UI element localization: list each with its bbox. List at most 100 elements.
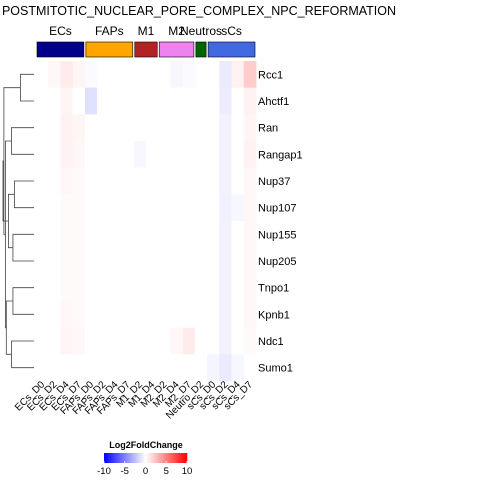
heatmap-cell: [48, 247, 61, 275]
heatmap-cell: [231, 301, 245, 329]
heatmap-cell: [146, 167, 159, 195]
heatmap-cell: [133, 354, 147, 382]
heatmap-cell: [207, 87, 220, 115]
heatmap-cell: [243, 141, 257, 169]
heatmap-cell: [48, 274, 61, 302]
heatmap-cell: [84, 141, 98, 169]
legend-gradient-step: [123, 453, 126, 463]
legend-gradient-step: [145, 453, 148, 463]
heatmap-cell: [231, 274, 245, 302]
heatmap-cell: [133, 87, 147, 115]
heatmap-cell: [133, 274, 147, 302]
heatmap-cell: [231, 114, 245, 142]
legend-gradient-step: [139, 453, 142, 463]
dendrogram-branch: [12, 287, 34, 315]
legend-gradient-step: [126, 453, 128, 463]
heatmap-cell: [170, 194, 184, 222]
heatmap-cell: [194, 114, 208, 142]
heatmap-cell: [243, 274, 257, 302]
heatmap-cell: [72, 61, 86, 89]
heatmap-cell: [72, 247, 86, 275]
heatmap-cell: [243, 221, 257, 249]
heatmap-cell: [36, 114, 49, 142]
heatmap-cell: [207, 114, 220, 142]
heatmap-cell: [207, 61, 220, 89]
heatmap-cell: [72, 301, 86, 329]
heatmap-cell: [158, 274, 171, 302]
heatmap-cell: [158, 61, 171, 89]
legend-gradient-step: [128, 453, 131, 463]
heatmap-cell: [121, 61, 135, 89]
heatmap-cell: [207, 141, 220, 169]
legend-gradient-step: [131, 453, 134, 463]
heatmap-cell: [207, 167, 220, 195]
heatmap-cell: [194, 194, 208, 222]
row-label: Nup155: [258, 229, 297, 241]
legend-gradient-step: [181, 453, 184, 463]
column-group-bar: [207, 41, 256, 58]
heatmap-cell: [84, 114, 98, 142]
heatmap-cell: [194, 301, 208, 329]
heatmap-cell: [219, 354, 232, 382]
heatmap-cell: [48, 354, 61, 382]
heatmap-cell: [97, 301, 110, 329]
heatmap-cell: [133, 194, 147, 222]
legend-gradient-step: [167, 453, 170, 463]
heatmap-cell: [182, 114, 196, 142]
heatmap-cell: [158, 167, 171, 195]
legend-gradient-step: [105, 453, 108, 463]
colorscale-legend: Log2FoldChange -10 -5 0 5 10: [97, 440, 192, 477]
heatmap-cell: [231, 354, 245, 382]
legend-tick-label: -5: [121, 466, 129, 477]
heatmap-cell: [170, 61, 184, 89]
heatmap-cell: [231, 141, 245, 169]
legend-gradient-step: [104, 453, 106, 463]
legend-gradient-step: [144, 453, 146, 463]
heatmap-cell: [170, 114, 184, 142]
legend-tick-label: 5: [164, 466, 169, 477]
heatmap-cell: [84, 87, 98, 115]
legend-gradient-step: [164, 453, 167, 463]
legend-gradient-step: [177, 453, 179, 463]
heatmap-cell: [84, 194, 98, 222]
legend-gradient-step: [169, 453, 171, 463]
heatmap-cell: [243, 327, 257, 355]
heatmap-cell: [219, 247, 232, 275]
heatmap-cell: [72, 221, 86, 249]
legend-tick-label: -10: [97, 466, 111, 477]
heatmap-cell: [97, 167, 110, 195]
legend-gradient-step: [156, 453, 159, 463]
heatmap-cell: [60, 301, 74, 329]
legend-gradient-step: [162, 453, 164, 463]
heatmap-cell: [97, 114, 110, 142]
dendrogram-branch: [20, 73, 34, 102]
heatmap-cell: [158, 354, 171, 382]
column-group-label: Neutros: [180, 24, 222, 38]
heatmap-cell: [207, 247, 220, 275]
legend-gradient-step: [106, 453, 109, 463]
heatmap-cell: [97, 221, 110, 249]
legend-title: Log2FoldChange: [109, 440, 183, 450]
heatmap-cell: [109, 141, 122, 169]
heatmap-cell: [60, 327, 74, 355]
legend-gradient-step: [142, 453, 145, 463]
heatmap-cell: [36, 167, 49, 195]
legend-gradient-step: [141, 453, 144, 463]
heatmap-cell: [170, 167, 184, 195]
row-label: Rcc1: [258, 69, 283, 81]
legend-gradient-step: [113, 453, 116, 463]
heatmap-cell: [146, 194, 159, 222]
heatmap-cell: [60, 221, 74, 249]
heatmap-cell: [219, 114, 232, 142]
heatmap-cell: [36, 327, 49, 355]
row-label: Ran: [258, 123, 278, 135]
heatmap-cell: [36, 61, 49, 89]
row-label: Nup37: [258, 176, 290, 188]
heatmap-cell: [133, 114, 147, 142]
heatmap-cell: [72, 87, 86, 115]
column-labels: ECs_D0ECs_D2ECs_D4ECs_D7FAPs_D0FAPs_D2FA…: [13, 379, 255, 421]
column-group-label: FAPs: [95, 24, 124, 38]
heatmap-cell: [48, 167, 61, 195]
legend-tick-label: 10: [182, 466, 193, 477]
legend-gradient-step: [112, 453, 114, 463]
